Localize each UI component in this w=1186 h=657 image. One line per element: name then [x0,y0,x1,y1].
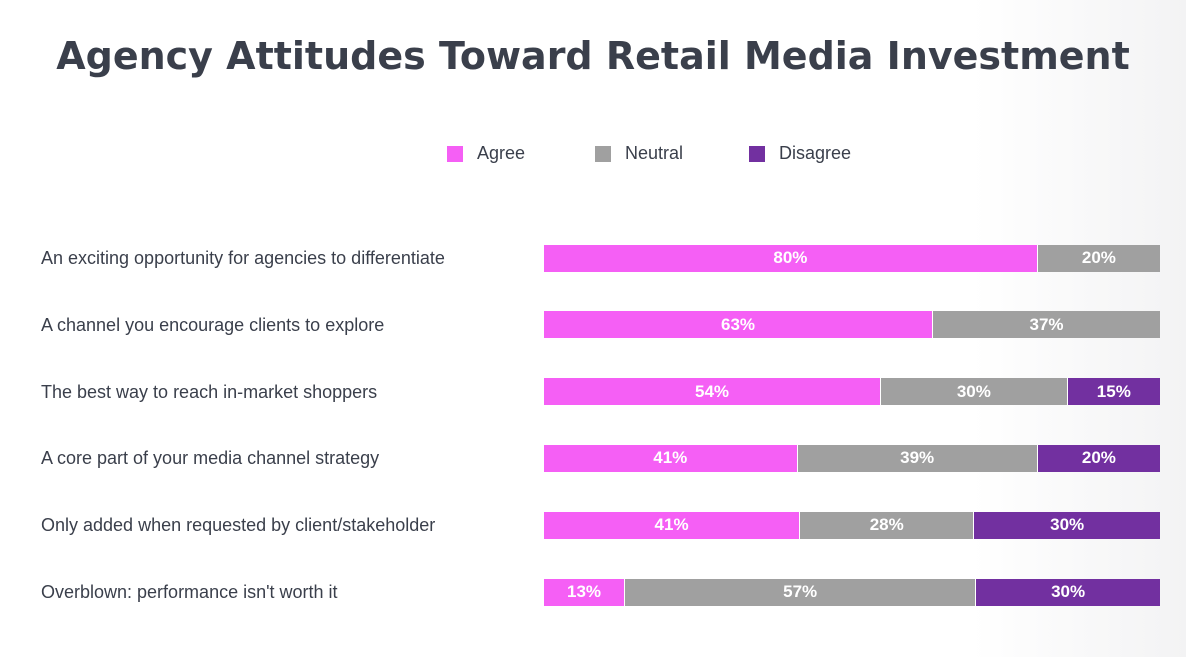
data-label: 20% [1081,448,1116,468]
bar-segment-neutral: 37% [932,311,1160,339]
data-label: 37% [1029,314,1064,334]
bar-row: 63% 37% [544,311,1160,339]
data-label: 63% [721,314,756,334]
bar-segment-disagree: 30% [975,578,1160,606]
category-label: A channel you encourage clients to explo… [41,314,385,335]
data-label: 41% [653,448,688,468]
bar-row: 41% 39% 20% [544,444,1160,472]
legend-swatch-agree [447,145,463,162]
data-label: 54% [694,381,730,401]
data-label: 30% [1050,515,1085,535]
category-label: The best way to reach in-market shoppers [41,381,378,402]
bar-row: 13% 57% 30% [544,578,1160,606]
category-label: A core part of your media channel strate… [41,448,380,469]
bar-segment-agree: 41% [544,444,797,472]
bar-segment-agree: 80% [544,244,1037,272]
legend-item-neutral: Neutral [595,143,683,164]
bar-segment-neutral: 57% [624,578,976,606]
bar-row: 54% 30% 15% [544,378,1160,406]
data-label: 39% [900,448,935,468]
data-label: 13% [567,582,602,601]
bar-row: 80% 20% [544,244,1160,272]
bar-segment-disagree: 15% [1066,378,1160,406]
data-label: 28% [869,515,904,535]
chart-title: Agency Attitudes Toward Retail Media Inv… [56,34,1130,78]
data-label: 15% [1096,381,1131,401]
legend-label-neutral: Neutral [625,143,684,163]
data-label: 30% [956,381,991,401]
data-label: 20% [1081,248,1116,267]
data-label: 57% [783,582,818,601]
legend: Agree Neutral Disagree [0,143,1186,167]
bar-segment-neutral: 39% [796,444,1037,472]
category-label: Overblown: performance isn't worth it [41,582,338,602]
category-label: Only added when requested by client/stak… [41,515,436,536]
legend-label-disagree: Disagree [779,143,852,163]
category-label: An exciting opportunity for agencies to … [41,248,445,268]
bar-segment-disagree: 30% [973,511,1160,539]
legend-swatch-disagree [749,145,765,162]
bar-segment-agree: 41% [544,511,800,539]
bar-segment-disagree: 20% [1036,444,1160,472]
bar-segment-neutral: 28% [799,511,974,539]
legend-item-disagree: Disagree [749,143,851,164]
legend-item-agree: Agree [447,143,525,164]
bar-segment-neutral: 20% [1036,244,1160,272]
bar-segment-agree: 54% [544,378,880,406]
bar-segment-agree: 63% [544,311,933,339]
legend-label-agree: Agree [477,143,526,163]
bar-segment-agree: 13% [544,578,625,606]
data-label: 30% [1051,582,1086,601]
bar-segment-neutral: 30% [880,378,1067,406]
legend-swatch-neutral [595,145,611,162]
data-label: 41% [654,515,689,535]
bar-row: 41% 28% 30% [544,511,1160,539]
data-label: 80% [773,248,808,267]
